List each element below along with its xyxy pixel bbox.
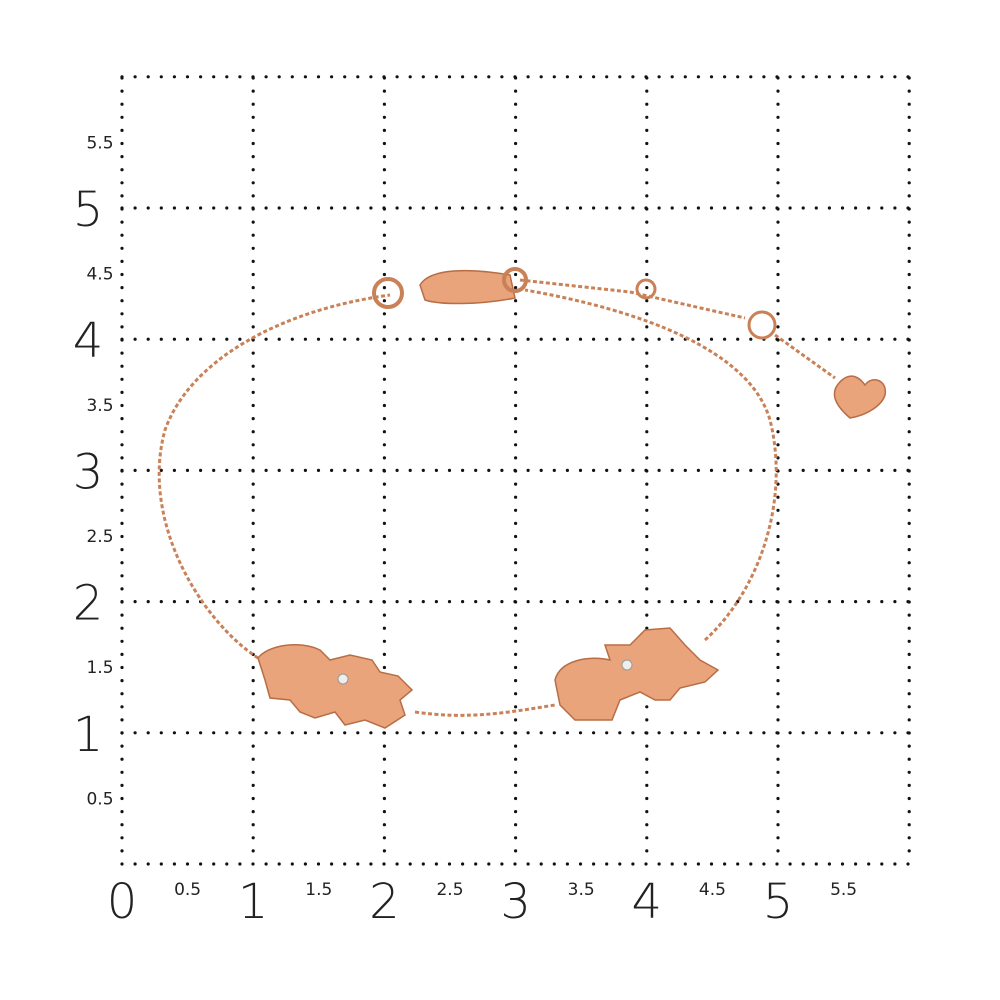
x-label: 4	[632, 874, 663, 930]
girl-pendant	[257, 643, 414, 729]
y-label: 3.5	[86, 396, 113, 416]
x-label: 2	[369, 874, 400, 930]
x-label: 1.5	[305, 880, 332, 900]
y-label: 2.5	[86, 527, 113, 547]
chain	[524, 288, 778, 642]
y-label: 4.5	[86, 265, 113, 285]
y-label: 0.5	[86, 789, 113, 809]
x-label: 3.5	[568, 880, 595, 900]
y-label: 5.5	[86, 133, 113, 153]
y-label: 2	[73, 576, 104, 632]
stone	[621, 659, 633, 671]
bracelet	[157, 267, 887, 729]
x-label: 3	[500, 874, 531, 930]
x-label: 5.5	[830, 880, 857, 900]
ring	[372, 277, 404, 309]
ring	[747, 310, 777, 340]
chain	[414, 703, 556, 717]
y-label: 5	[73, 182, 104, 238]
x-label: 0.5	[174, 880, 201, 900]
stone	[337, 673, 349, 685]
y-label: 1.5	[86, 658, 113, 678]
chain	[157, 293, 391, 660]
x-label: 2.5	[436, 880, 463, 900]
x-label: 5	[763, 874, 794, 930]
heart	[833, 375, 887, 419]
clasp	[419, 269, 516, 305]
grid-lines	[120, 75, 911, 866]
y-label: 3	[73, 444, 104, 500]
axis-labels: 0 1 2 3 4 5 0.5 1.5 2.5 3.5 4.5 5.5 1 2 3 4 5 0.5 1.5 2.5 3.…	[73, 133, 857, 930]
boy-pendant	[554, 627, 720, 721]
x-label: 1	[238, 874, 269, 930]
ring	[635, 278, 657, 300]
y-label: 1	[73, 707, 104, 763]
ring	[502, 267, 528, 293]
x-label: 4.5	[699, 880, 726, 900]
chain	[519, 278, 836, 380]
y-label: 4	[73, 313, 104, 369]
x-label: 0	[107, 874, 138, 930]
